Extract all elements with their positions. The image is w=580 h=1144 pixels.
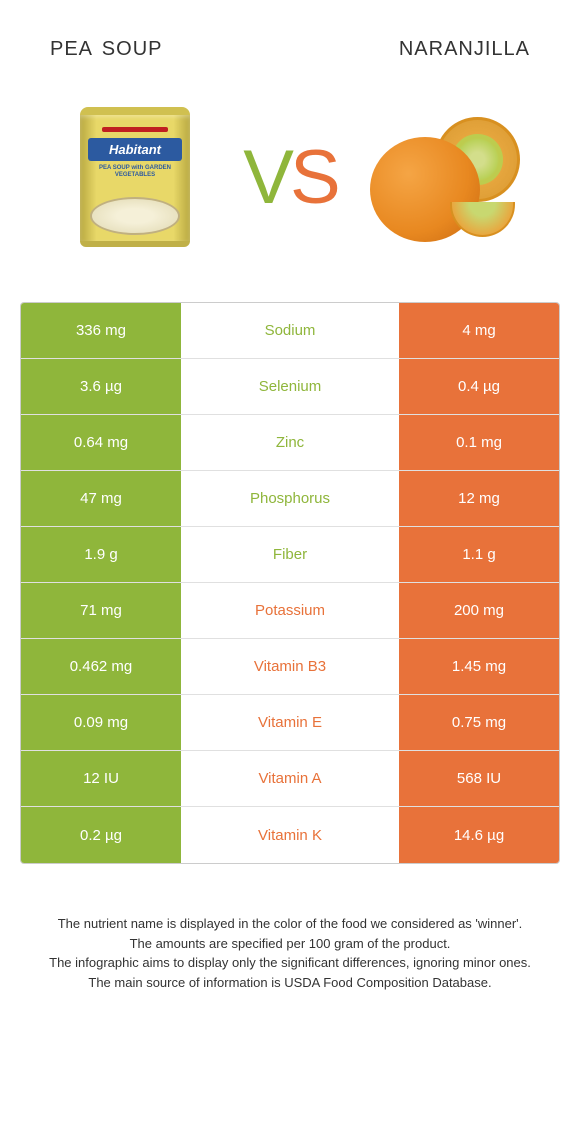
left-value: 0.64 mg xyxy=(21,415,181,470)
left-value: 3.6 µg xyxy=(21,359,181,414)
right-value: 4 mg xyxy=(399,303,559,358)
table-row: 336 mgSodium4 mg xyxy=(21,303,559,359)
nutrient-label: Sodium xyxy=(181,303,399,358)
right-value: 12 mg xyxy=(399,471,559,526)
right-value: 0.75 mg xyxy=(399,695,559,750)
table-row: 71 mgPotassium200 mg xyxy=(21,583,559,639)
table-row: 0.09 mgVitamin E0.75 mg xyxy=(21,695,559,751)
title-left: pea soup xyxy=(50,30,162,62)
table-row: 3.6 µgSelenium0.4 µg xyxy=(21,359,559,415)
footer-line: The amounts are specified per 100 gram o… xyxy=(30,934,550,954)
table-row: 0.462 mgVitamin B31.45 mg xyxy=(21,639,559,695)
left-value: 0.09 mg xyxy=(21,695,181,750)
left-value: 71 mg xyxy=(21,583,181,638)
right-value: 0.1 mg xyxy=(399,415,559,470)
nutrient-label: Fiber xyxy=(181,527,399,582)
footer-line: The infographic aims to display only the… xyxy=(30,953,550,973)
header: pea soup naranjilla xyxy=(20,30,560,62)
right-value: 1.45 mg xyxy=(399,639,559,694)
nutrient-label: Potassium xyxy=(181,583,399,638)
comparison-table: 336 mgSodium4 mg3.6 µgSelenium0.4 µg0.64… xyxy=(20,302,560,864)
fruit-icon xyxy=(370,107,520,247)
footer-notes: The nutrient name is displayed in the co… xyxy=(20,914,560,992)
table-row: 1.9 gFiber1.1 g xyxy=(21,527,559,583)
left-value: 336 mg xyxy=(21,303,181,358)
left-value: 1.9 g xyxy=(21,527,181,582)
right-value: 200 mg xyxy=(399,583,559,638)
title-right: naranjilla xyxy=(399,30,530,62)
images-row: Habitant PEA SOUP with GARDEN VEGETABLES… xyxy=(20,92,560,262)
nutrient-label: Vitamin A xyxy=(181,751,399,806)
table-row: 47 mgPhosphorus12 mg xyxy=(21,471,559,527)
right-value: 14.6 µg xyxy=(399,807,559,863)
naranjilla-image xyxy=(370,102,520,252)
nutrient-label: Vitamin K xyxy=(181,807,399,863)
footer-line: The nutrient name is displayed in the co… xyxy=(30,914,550,934)
nutrient-label: Vitamin E xyxy=(181,695,399,750)
soup-can-icon: Habitant PEA SOUP with GARDEN VEGETABLES xyxy=(80,107,190,247)
right-value: 1.1 g xyxy=(399,527,559,582)
nutrient-label: Selenium xyxy=(181,359,399,414)
table-row: 0.64 mgZinc0.1 mg xyxy=(21,415,559,471)
pea-soup-image: Habitant PEA SOUP with GARDEN VEGETABLES xyxy=(60,102,210,252)
table-row: 0.2 µgVitamin K14.6 µg xyxy=(21,807,559,863)
left-value: 0.462 mg xyxy=(21,639,181,694)
vs-label: VS xyxy=(243,134,336,221)
nutrient-label: Vitamin B3 xyxy=(181,639,399,694)
left-value: 0.2 µg xyxy=(21,807,181,863)
left-value: 47 mg xyxy=(21,471,181,526)
left-value: 12 IU xyxy=(21,751,181,806)
nutrient-label: Zinc xyxy=(181,415,399,470)
nutrient-label: Phosphorus xyxy=(181,471,399,526)
right-value: 0.4 µg xyxy=(399,359,559,414)
right-value: 568 IU xyxy=(399,751,559,806)
footer-line: The main source of information is USDA F… xyxy=(30,973,550,993)
table-row: 12 IUVitamin A568 IU xyxy=(21,751,559,807)
